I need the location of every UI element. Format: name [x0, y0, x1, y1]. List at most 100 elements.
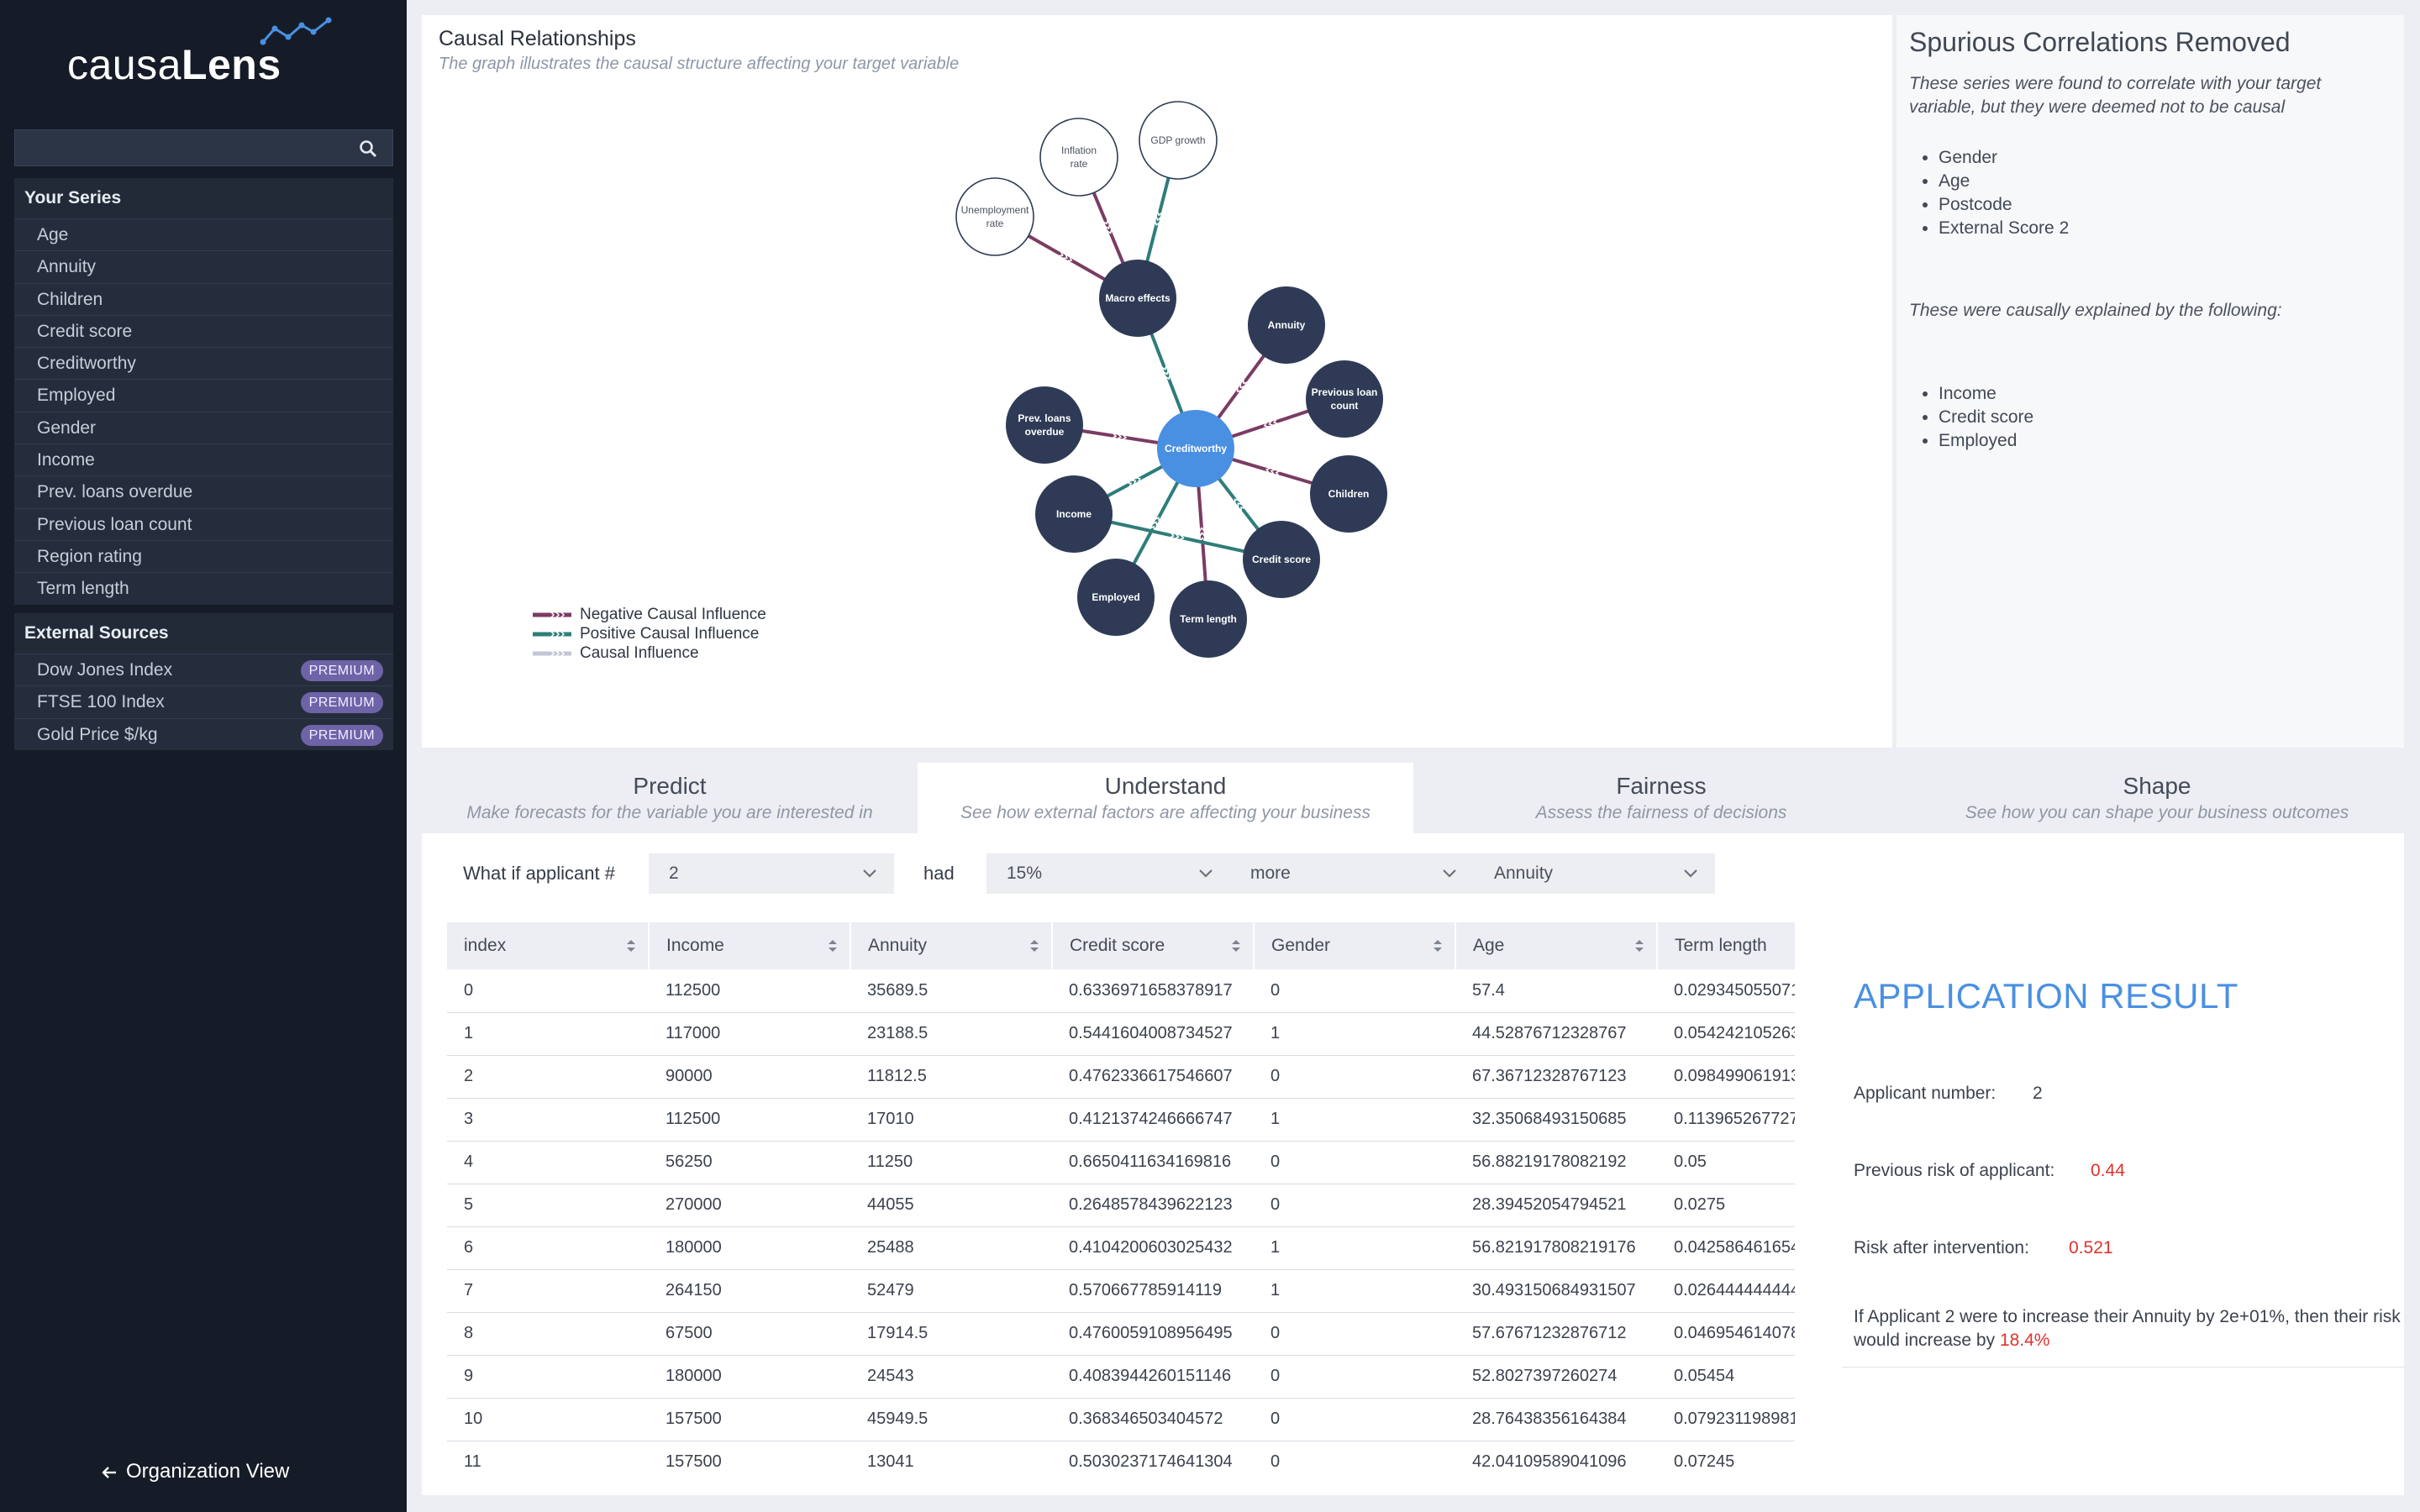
graph-node-creditworthy[interactable]: Creditworthy — [1157, 410, 1234, 487]
column-header-income[interactable]: Income — [649, 922, 851, 969]
external-source-ftse-100-index[interactable]: FTSE 100 Index PREMIUM — [14, 685, 393, 718]
sidebar-item-credit-score[interactable]: Credit score — [14, 314, 393, 348]
table-cell-term-length: 0.054242105263 — [1657, 1012, 1795, 1056]
sort-icon[interactable] — [1231, 939, 1241, 953]
result-sentence-line1: If Applicant 2 were to increase their An… — [1854, 1307, 2401, 1326]
premium-badge: PREMIUM — [300, 724, 383, 746]
previous-risk-value: 0.44 — [2091, 1161, 2125, 1180]
table-cell-index: 3 — [447, 1098, 649, 1142]
column-header-term-length[interactable]: Term length — [1657, 922, 1795, 969]
table-cell-index: 7 — [447, 1269, 649, 1313]
sort-icon[interactable] — [1433, 939, 1443, 953]
table-row[interactable]: 2 90000 11812.5 0.4762336617546607 0 67.36712… — [447, 1055, 1795, 1099]
result-sentence-line2: would increase by 18.4% — [1854, 1329, 2420, 1352]
table-row[interactable]: 9 180000 24543 0.4083944260151146 0 52.802739… — [447, 1355, 1795, 1399]
applicants-table-wrapper[interactable]: index Income Annuity Credit score Gender Age T… — [447, 922, 1795, 1477]
table-cell-annuity: 23188.5 — [850, 1012, 1052, 1056]
graph-node-annuity[interactable]: Annuity — [1248, 286, 1325, 364]
what-if-had: had — [923, 863, 955, 884]
column-header-index[interactable]: index — [447, 922, 650, 969]
edge-arrow-mark — [1156, 211, 1163, 217]
table-row[interactable]: 5 270000 44055 0.2648578439622123 0 28.394520… — [447, 1184, 1795, 1227]
logo-mark-icon — [260, 17, 332, 45]
graph-node-credit[interactable]: Credit score — [1243, 521, 1320, 598]
direction-select[interactable]: more — [1230, 853, 1474, 894]
table-cell-term-length: 0.0275 — [1657, 1184, 1795, 1227]
external-source-gold-price-kg[interactable]: Gold Price $/kg PREMIUM — [14, 717, 393, 750]
tab-label: Understand — [1104, 773, 1227, 799]
sidebar-item-employed[interactable]: Employed — [14, 379, 393, 412]
graph-node-prevcount[interactable]: Previous loan count — [1306, 360, 1383, 438]
table-row[interactable]: 6 180000 25488 0.4104200603025432 1 56.821917… — [447, 1226, 1795, 1270]
sort-icon[interactable] — [1029, 939, 1039, 953]
external-sources-title: External Sources — [24, 623, 169, 643]
table-cell-annuity: 44055 — [850, 1184, 1052, 1227]
tab-label: Shape — [2123, 773, 2191, 799]
applicant-select-value: 2 — [669, 864, 679, 883]
sidebar-item-gender[interactable]: Gender — [14, 411, 393, 444]
sidebar-item-creditworthy[interactable]: Creditworthy — [14, 347, 393, 380]
table-row[interactable]: 10 157500 45949.5 0.368346503404572 0 28.7643… — [447, 1398, 1795, 1441]
tab-shape[interactable]: Shape See how you can shape your business… — [1909, 763, 2405, 833]
tab-predict[interactable]: Predict Make forecasts for the variable y… — [422, 763, 918, 833]
graph-node-prevoverdue[interactable]: Prev. loans overdue — [1006, 386, 1083, 464]
sort-icon[interactable] — [626, 939, 636, 953]
tab-fairness[interactable]: Fairness Assess the fairness of decisions — [1413, 763, 1909, 833]
legend-label: Positive Causal Influence — [580, 625, 760, 643]
graph-node-macro[interactable]: Macro effects — [1099, 260, 1176, 337]
edge-arrow-mark — [1270, 469, 1276, 475]
table-cell-age: 67.36712328767123 — [1455, 1055, 1657, 1099]
removed-series-external-score-2: External Score 2 — [1939, 217, 2069, 240]
table-cell-gender: 1 — [1254, 1226, 1455, 1270]
sidebar-item-income[interactable]: Income — [14, 444, 393, 476]
chevron-down-icon — [863, 869, 876, 878]
sidebar-item-children[interactable]: Children — [14, 282, 393, 315]
column-header-credit-score[interactable]: Credit score — [1052, 922, 1255, 969]
table-body: 0 112500 35689.5 0.6336971658378917 0 57.4 0.0… — [447, 969, 1795, 1477]
table-cell-age: 28.76438356164384 — [1455, 1398, 1657, 1441]
variable-select[interactable]: Annuity — [1474, 853, 1715, 894]
sidebar-item-previous-loan-count[interactable]: Previous loan count — [14, 507, 393, 540]
removed-series-postcode: Postcode — [1939, 193, 2069, 217]
graph-node-children[interactable]: Children — [1310, 455, 1387, 533]
sidebar-item-region-rating[interactable]: Region rating — [14, 539, 393, 573]
graph-node-inflation[interactable]: Inflation rate — [1039, 118, 1118, 197]
organization-view-link[interactable]: Organization View — [101, 1460, 289, 1483]
graph-node-circle — [1306, 360, 1383, 438]
graph-node-gdp[interactable]: GDP growth — [1139, 101, 1218, 180]
sidebar-item-prev-loans-overdue[interactable]: Prev. loans overdue — [14, 475, 393, 508]
table-row[interactable]: 1 117000 23188.5 0.5441604008734527 1 44.5287… — [447, 1012, 1795, 1056]
table-cell-credit-score: 0.6336971658378917 — [1052, 969, 1254, 1013]
legend-negative: Negative Causal Influence — [533, 605, 766, 624]
percent-select[interactable]: 15% — [986, 853, 1230, 894]
column-header-annuity[interactable]: Annuity — [850, 922, 1053, 969]
table-row[interactable]: 7 264150 52479 0.570667785914119 1 30.4931506… — [447, 1269, 1795, 1313]
search-input[interactable] — [15, 130, 351, 165]
sort-icon[interactable] — [1634, 939, 1644, 953]
sidebar-item-term-length[interactable]: Term length — [14, 572, 393, 605]
table-row[interactable]: 0 112500 35689.5 0.6336971658378917 0 57.4 0.0… — [447, 969, 1795, 1013]
edge-arrow-mark — [1199, 532, 1206, 538]
column-header-age[interactable]: Age — [1455, 922, 1658, 969]
sidebar-item-age[interactable]: Age — [14, 218, 393, 251]
graph-node-income[interactable]: Income — [1035, 475, 1113, 553]
tab-understand[interactable]: Understand See how external factors are a… — [918, 763, 1413, 833]
table-row[interactable]: 11 157500 13041 0.5030237174641304 0 42.04109… — [447, 1441, 1795, 1477]
applicant-select[interactable]: 2 — [649, 853, 894, 894]
graph-node-employed[interactable]: Employed — [1077, 559, 1155, 636]
graph-node-circle — [955, 177, 1034, 256]
spurious-correlations-card: Spurious Correlations Removed These seri… — [1897, 15, 2404, 748]
search-icon[interactable] — [359, 139, 377, 158]
application-result-title: APPLICATION RESULT — [1854, 976, 2238, 1016]
legend-swatch-icon — [533, 631, 571, 638]
sidebar-item-annuity[interactable]: Annuity — [14, 250, 393, 283]
table-cell-index: 0 — [447, 969, 649, 1013]
column-header-gender[interactable]: Gender — [1254, 922, 1456, 969]
graph-node-unemployment[interactable]: Unemployment rate — [955, 177, 1034, 256]
external-source-dow-jones-index[interactable]: Dow Jones Index PREMIUM — [14, 654, 393, 686]
graph-node-term[interactable]: Term length — [1170, 580, 1247, 658]
table-row[interactable]: 4 56250 11250 0.6650411634169816 0 56.8821917… — [447, 1141, 1795, 1184]
table-row[interactable]: 3 112500 17010 0.4121374246666747 1 32.350684… — [447, 1098, 1795, 1142]
sort-icon[interactable] — [828, 939, 838, 953]
table-row[interactable]: 8 67500 17914.5 0.4760059108956495 0 57.67671… — [447, 1312, 1795, 1356]
